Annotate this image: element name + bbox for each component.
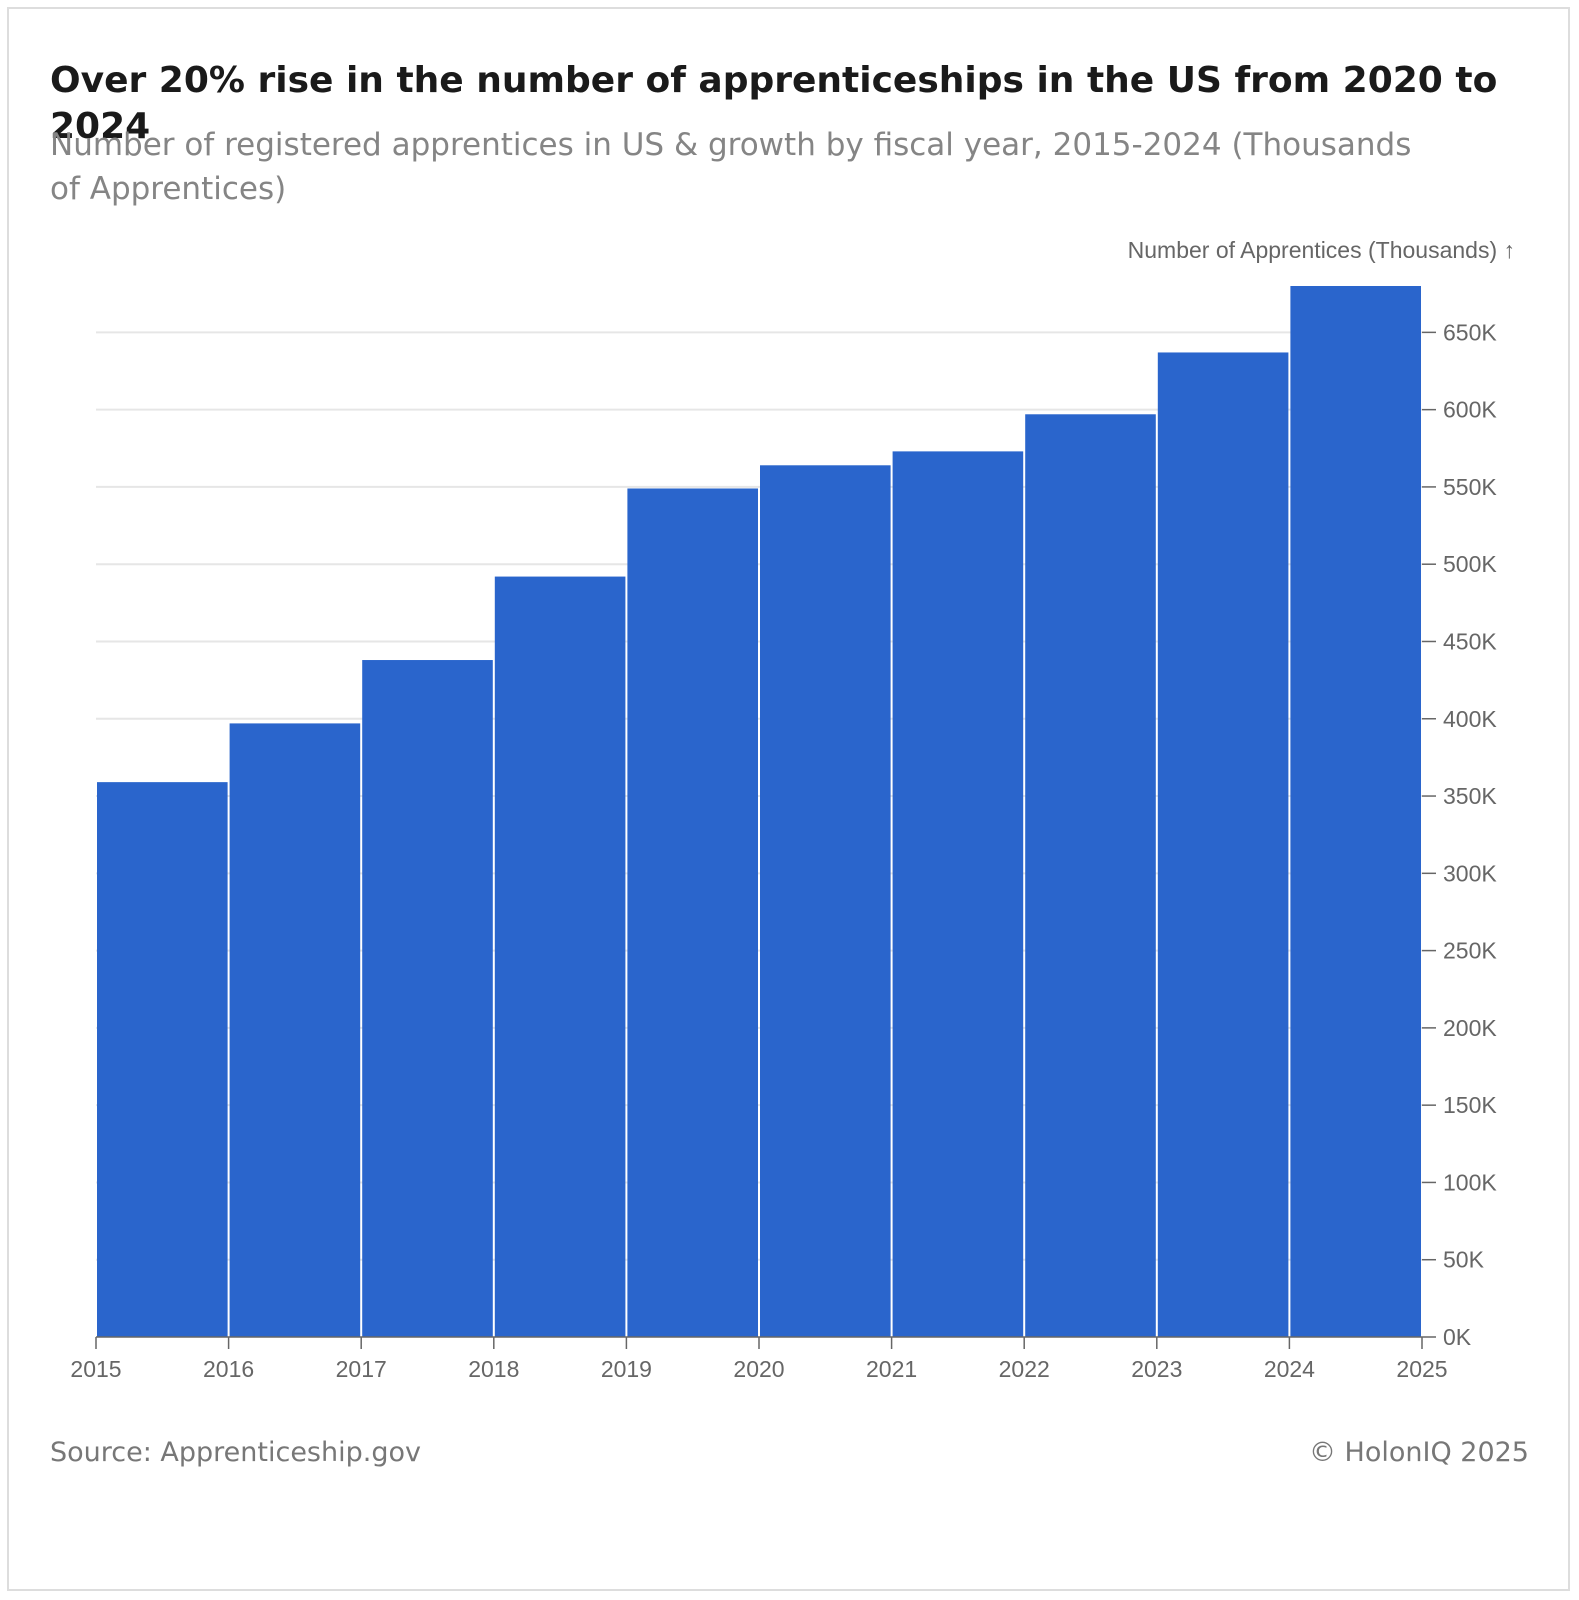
y-tick-label: 400K xyxy=(1443,706,1497,732)
y-tick-label: 650K xyxy=(1443,319,1497,345)
bar-2023 xyxy=(1157,352,1289,1337)
bar-2017 xyxy=(362,660,493,1337)
bar-2018 xyxy=(494,576,626,1337)
x-tick-label: 2020 xyxy=(733,1356,784,1382)
bar-2020 xyxy=(760,465,891,1338)
y-tick-label: 300K xyxy=(1443,860,1497,886)
y-tick-label: 250K xyxy=(1443,938,1497,964)
x-tick-label: 2024 xyxy=(1264,1356,1315,1382)
y-tick-label: 150K xyxy=(1443,1092,1497,1118)
y-tick-label: 100K xyxy=(1443,1169,1497,1195)
x-tick-label: 2022 xyxy=(999,1356,1050,1382)
axes: 0K 50K 100K 150K 200K 250K 300K 350K 400K 450K 500… xyxy=(70,319,1497,1382)
x-tick-label: 2018 xyxy=(468,1356,519,1382)
copyright-note: © HolonIQ 2025 xyxy=(1308,1437,1529,1468)
bar-2016 xyxy=(229,723,361,1337)
x-tick-label: 2023 xyxy=(1131,1356,1182,1382)
source-note: Source: Apprenticeship.gov xyxy=(50,1437,421,1468)
y-tick-label: 350K xyxy=(1443,783,1497,809)
x-tick-label: 2015 xyxy=(70,1356,121,1382)
y-tick-label: 200K xyxy=(1443,1015,1497,1041)
y-axis-label: Number of Apprentices (Thousands) ↑ xyxy=(1128,237,1515,263)
bars xyxy=(97,286,1421,1338)
bar-2015 xyxy=(97,782,228,1337)
x-tick-label: 2025 xyxy=(1396,1356,1447,1382)
bar-2022 xyxy=(1025,414,1156,1337)
x-tick-label: 2017 xyxy=(336,1356,387,1382)
y-tick-label: 0K xyxy=(1443,1324,1472,1350)
y-tick-label: 550K xyxy=(1443,474,1497,500)
y-tick-label: 500K xyxy=(1443,551,1497,577)
y-tick-label: 450K xyxy=(1443,628,1497,654)
y-tick-label: 600K xyxy=(1443,397,1497,423)
x-tick-label: 2016 xyxy=(203,1356,254,1382)
bar-2021 xyxy=(892,451,1024,1337)
x-tick-label: 2019 xyxy=(601,1356,652,1382)
chart-subtitle: Number of registered apprentices in US &… xyxy=(50,127,1412,207)
bar-2019 xyxy=(627,488,758,1337)
bar-chart: 0K 50K 100K 150K 200K 250K 300K 350K 400K 450K 500… xyxy=(70,237,1515,1382)
bar-2024 xyxy=(1290,286,1421,1337)
x-tick-label: 2021 xyxy=(866,1356,917,1382)
chart-title: Over 20% rise in the number of apprentic… xyxy=(50,60,1498,147)
y-tick-label: 50K xyxy=(1443,1247,1485,1273)
